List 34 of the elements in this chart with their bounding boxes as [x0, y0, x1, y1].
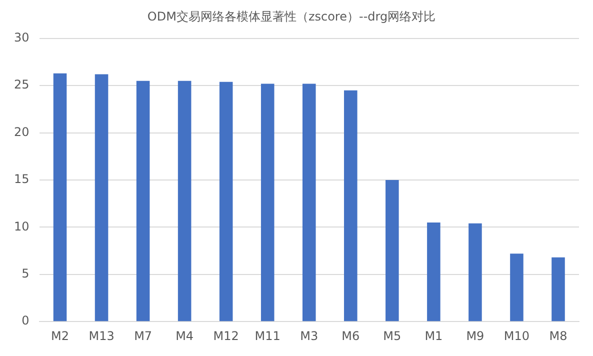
bar	[94, 74, 108, 322]
x-tick-label: M7	[134, 328, 152, 343]
y-tick-label: 5	[22, 266, 30, 281]
y-tick-label: 30	[14, 30, 30, 45]
bar	[552, 257, 565, 322]
bar	[468, 223, 482, 322]
x-tick-label: M13	[88, 328, 114, 343]
x-tick-label: M11	[254, 328, 280, 343]
y-tick-label: 25	[14, 78, 30, 92]
y-tick-label: 10	[14, 219, 30, 234]
bar	[302, 84, 316, 322]
x-tick-label: M8	[549, 328, 568, 343]
x-tick-label: M6	[342, 328, 360, 343]
x-tick-label: M5	[383, 328, 402, 343]
y-tick-label: 20	[14, 124, 30, 139]
bar	[386, 180, 399, 322]
bar	[219, 82, 233, 322]
x-tick-label: M1	[424, 328, 443, 343]
y-tick-label: 15	[14, 172, 30, 186]
x-tick-label: M9	[466, 328, 484, 343]
chart-title: ODM交易网络各模体显著性（zscore）--drg网络对比	[147, 9, 436, 24]
x-tick-label: M2	[51, 328, 70, 343]
x-tick-label: M3	[300, 328, 318, 343]
bar	[344, 90, 358, 322]
x-tick-label: M4	[176, 328, 194, 343]
bar	[427, 222, 440, 322]
bar	[136, 80, 150, 322]
x-tick-label: M10	[504, 328, 530, 343]
y-tick-label: 0	[22, 314, 30, 328]
bar	[260, 84, 274, 322]
bar	[178, 80, 192, 322]
x-tick-label: M12	[213, 328, 239, 343]
bar	[510, 254, 524, 322]
bar	[53, 73, 67, 322]
